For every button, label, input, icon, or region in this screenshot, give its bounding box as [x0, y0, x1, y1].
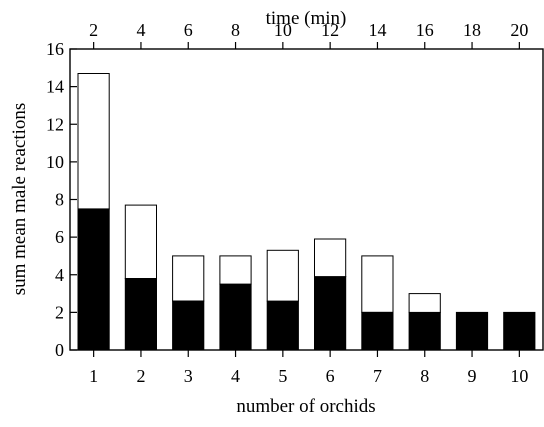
bar-3-segment-1: [172, 300, 205, 351]
x-axis-bottom: 1 2 3 4 5 6 7 8 9 10: [89, 350, 528, 386]
bar-5-segment-1: [266, 300, 299, 351]
bar-4-segment-2: [219, 255, 252, 285]
x-axis-title: number of orchids: [236, 396, 375, 417]
bar-5-segment-2: [266, 249, 299, 302]
y-tick-label-10: 10: [46, 152, 64, 172]
x-tick-label-4: 4: [231, 366, 240, 386]
y-tick-label-0: 0: [55, 340, 64, 360]
bar-2-segment-1: [124, 278, 158, 351]
y-axis: 0 2 4 6 8 10 12 14 16: [46, 39, 77, 360]
bar-2-segment-2: [124, 204, 158, 280]
x2-tick-label-20: 20: [510, 20, 528, 40]
bar-7-segment-2: [361, 255, 394, 313]
x2-tick-label-14: 14: [368, 20, 386, 40]
x-tick-label-8: 8: [420, 366, 429, 386]
bar-6-segment-2: [314, 238, 347, 278]
x2-tick-label-12: 12: [321, 20, 339, 40]
y-tick-label-6: 6: [55, 227, 64, 247]
x-tick-label-5: 5: [278, 366, 287, 386]
x2-tick-label-6: 6: [184, 20, 193, 40]
bar-6-segment-1: [314, 276, 347, 351]
bar-9-segment-1: [455, 311, 489, 351]
x2-tick-label-18: 18: [463, 20, 481, 40]
bar-7-segment-1: [361, 311, 394, 351]
bar-1-segment-2: [77, 73, 110, 210]
bar-4-segment-1: [219, 283, 252, 351]
bar-8-segment-1: [408, 311, 441, 351]
y-tick-label-4: 4: [55, 265, 64, 285]
bar-10-segment-1: [503, 311, 536, 351]
x2-tick-label-2: 2: [89, 20, 98, 40]
x2-tick-label-10: 10: [274, 20, 292, 40]
x-axis-top: 2 4 6 8 10 12 14 16 18 20: [89, 20, 528, 49]
x2-tick-label-16: 16: [416, 20, 434, 40]
x-tick-label-3: 3: [184, 366, 193, 386]
y-tick-label-12: 12: [46, 114, 64, 134]
x-tick-label-9: 9: [468, 366, 477, 386]
bar-8-segment-2: [408, 293, 441, 313]
x-tick-label-2: 2: [136, 366, 145, 386]
x-tick-label-6: 6: [326, 366, 335, 386]
x-tick-label-10: 10: [510, 366, 528, 386]
y-tick-label-8: 8: [55, 190, 64, 210]
x-tick-label-1: 1: [89, 366, 98, 386]
bar-1-segment-1: [77, 208, 110, 351]
bars-group: [77, 73, 536, 351]
y-tick-label-16: 16: [46, 39, 64, 59]
x2-tick-label-4: 4: [136, 20, 145, 40]
x-tick-label-7: 7: [373, 366, 382, 386]
y-tick-label-2: 2: [55, 302, 64, 322]
y-tick-label-14: 14: [46, 77, 64, 97]
y-axis-title: sum mean male reactions: [9, 103, 30, 296]
x2-tick-label-8: 8: [231, 20, 240, 40]
bar-3-segment-2: [172, 255, 205, 302]
x2-axis-title: time (min): [266, 8, 347, 29]
